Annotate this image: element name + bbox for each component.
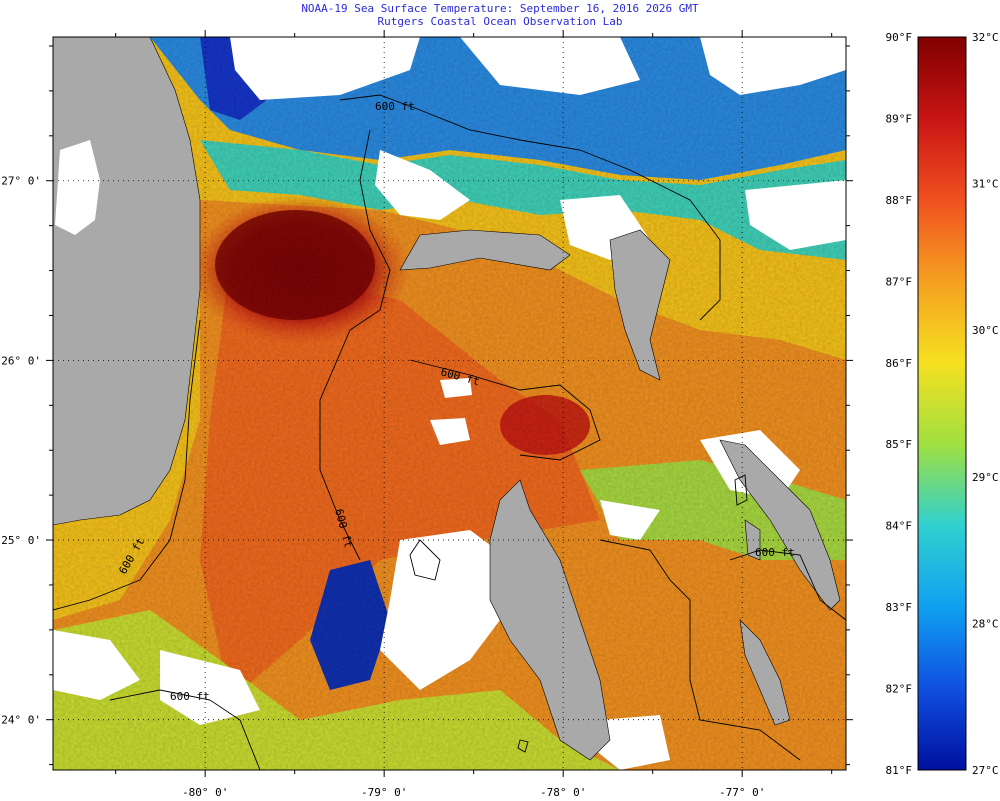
small-cay (744, 519, 761, 561)
lon-tick-label: -78° 0' (540, 786, 586, 799)
lon-tick-label: -80° 0' (182, 786, 228, 799)
map-frame (52, 36, 847, 771)
eleuthera-island (719, 439, 841, 611)
map-subtitle: Rutgers Coastal Ocean Observation Lab (377, 15, 623, 28)
colorbar-c-label: 29°C (972, 471, 999, 484)
lake-okeechobee (55, 140, 100, 235)
colorbar-labels: 90°F 89°F 88°F 87°F 86°F 85°F 84°F 83°F 82°F 81°F… (886, 31, 999, 777)
axis-ticks (46, 30, 853, 777)
colorbar-f-label: 90°F (886, 31, 913, 44)
colorbar-f-label: 88°F (886, 194, 913, 207)
contour-label: 600 ft (170, 690, 210, 703)
contour-label: 600 ft (375, 100, 415, 113)
colorbar-f-label: 86°F (886, 357, 913, 370)
colorbar-f-label: 82°F (886, 683, 913, 696)
exuma-cays (739, 619, 791, 726)
depth-contours (53, 94, 846, 770)
colorbar-c-label: 28°C (972, 617, 999, 630)
contour-label: 600 ft (755, 546, 795, 559)
colorbar-c-label: 32°C (972, 31, 999, 44)
colorbar-f-label: 87°F (886, 275, 913, 288)
lon-tick-label: -79° 0' (361, 786, 407, 799)
lat-tick-label: 25° 0' (1, 534, 41, 547)
colorbar-f-label: 81°F (886, 764, 913, 777)
grand-bahama (399, 229, 571, 271)
colorbar (917, 36, 967, 771)
lat-tick-label: 24° 0' (1, 714, 41, 727)
abaco-island (609, 229, 671, 381)
lon-tick-label: -77° 0' (719, 786, 765, 799)
colorbar-c-label: 31°C (972, 178, 999, 191)
map-area (53, 37, 846, 770)
colorbar-c-label: 27°C (972, 764, 999, 777)
colorbar-f-label: 84°F (886, 520, 913, 533)
graticule (53, 37, 846, 770)
colorbar-f-label: 85°F (886, 438, 913, 451)
map-title: NOAA-19 Sea Surface Temperature: Septemb… (301, 2, 699, 15)
colorbar-f-label: 83°F (886, 601, 913, 614)
lat-tick-label: 26° 0' (1, 354, 41, 367)
colorbar-c-label: 30°C (972, 324, 999, 337)
lat-tick-label: 27° 0' (1, 175, 41, 188)
axis-labels: -80° 0' -79° 0' -78° 0' -77° 0' 27° 0' 26° 0'… (1, 175, 765, 799)
andros-island (489, 479, 611, 761)
colorbar-f-label: 89°F (886, 112, 913, 125)
